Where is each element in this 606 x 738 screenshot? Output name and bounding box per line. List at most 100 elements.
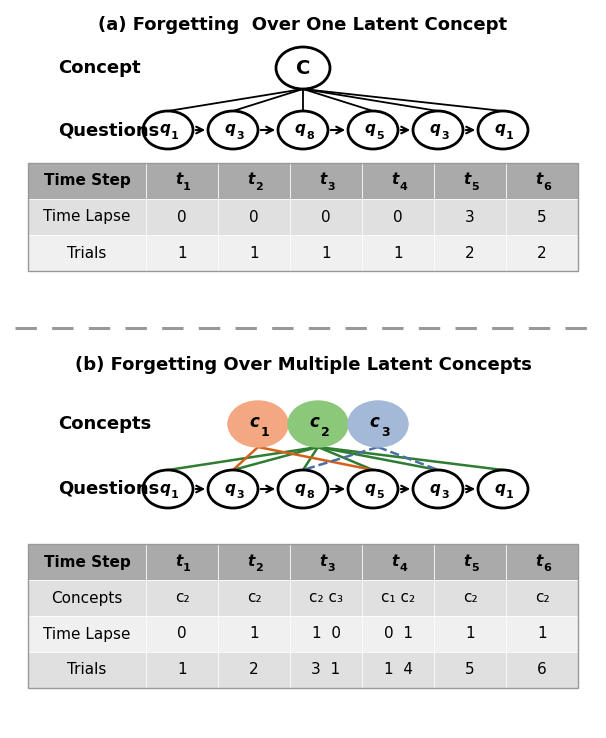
Ellipse shape: [413, 111, 463, 149]
Text: Concept: Concept: [58, 59, 141, 77]
Text: 1: 1: [183, 182, 191, 192]
Text: 1: 1: [171, 131, 179, 141]
Bar: [218, 235, 290, 271]
Text: c₂: c₂: [175, 590, 189, 605]
Bar: [362, 163, 434, 199]
Bar: [290, 199, 362, 235]
Text: t: t: [247, 173, 255, 187]
Text: Questions: Questions: [58, 480, 159, 498]
Bar: [434, 199, 506, 235]
Bar: [290, 616, 362, 652]
Text: 3: 3: [327, 563, 335, 573]
Text: 1: 1: [537, 627, 547, 641]
Bar: [506, 580, 578, 616]
Text: t: t: [464, 173, 471, 187]
Bar: [146, 580, 218, 616]
Bar: [434, 580, 506, 616]
Bar: [434, 652, 506, 688]
Text: t: t: [319, 173, 327, 187]
Bar: [506, 199, 578, 235]
Text: 3: 3: [465, 210, 475, 224]
Text: (b) Forgetting Over Multiple Latent Concepts: (b) Forgetting Over Multiple Latent Conc…: [75, 356, 531, 374]
Bar: [434, 163, 506, 199]
Bar: [218, 544, 290, 580]
Bar: [290, 544, 362, 580]
Text: 3: 3: [441, 131, 449, 141]
Text: 5: 5: [471, 563, 479, 573]
Text: 1: 1: [177, 246, 187, 261]
Text: Concepts: Concepts: [58, 415, 152, 433]
Text: 0: 0: [321, 210, 331, 224]
Ellipse shape: [208, 470, 258, 508]
Bar: [506, 163, 578, 199]
Text: 0: 0: [177, 210, 187, 224]
Text: c₂ c₃: c₂ c₃: [309, 590, 343, 605]
Bar: [290, 235, 362, 271]
Text: q: q: [494, 122, 505, 137]
Bar: [218, 652, 290, 688]
Bar: [146, 544, 218, 580]
Text: 2: 2: [537, 246, 547, 261]
Ellipse shape: [143, 111, 193, 149]
Text: 0  1: 0 1: [384, 627, 413, 641]
Text: Time Lapse: Time Lapse: [43, 627, 131, 641]
Text: 3: 3: [441, 490, 449, 500]
Ellipse shape: [143, 470, 193, 508]
Bar: [434, 235, 506, 271]
Bar: [362, 652, 434, 688]
Bar: [362, 616, 434, 652]
Text: t: t: [175, 173, 182, 187]
Bar: [28, 580, 146, 616]
Text: q: q: [225, 480, 236, 495]
Bar: [506, 235, 578, 271]
Text: c₂: c₂: [247, 590, 261, 605]
Text: 6: 6: [543, 563, 551, 573]
Text: 8: 8: [306, 131, 314, 141]
Bar: [290, 580, 362, 616]
Text: 3: 3: [327, 182, 335, 192]
Text: C: C: [296, 58, 310, 77]
Text: q: q: [365, 122, 376, 137]
Bar: [146, 235, 218, 271]
Ellipse shape: [208, 111, 258, 149]
Text: Time Lapse: Time Lapse: [43, 210, 131, 224]
Text: 5: 5: [537, 210, 547, 224]
Text: 5: 5: [376, 131, 384, 141]
Bar: [146, 163, 218, 199]
Text: t: t: [464, 554, 471, 568]
Text: t: t: [319, 554, 327, 568]
Bar: [290, 652, 362, 688]
Text: c₂: c₂: [463, 590, 478, 605]
Text: Trials: Trials: [67, 663, 107, 677]
Bar: [434, 616, 506, 652]
Ellipse shape: [478, 111, 528, 149]
Bar: [506, 616, 578, 652]
Text: 1: 1: [171, 490, 179, 500]
Ellipse shape: [278, 111, 328, 149]
Text: 0: 0: [177, 627, 187, 641]
Bar: [28, 163, 578, 271]
Text: 1  4: 1 4: [384, 663, 413, 677]
Text: 1: 1: [177, 663, 187, 677]
Text: 2: 2: [465, 246, 475, 261]
Text: Time Step: Time Step: [44, 554, 130, 570]
Bar: [28, 544, 578, 688]
Text: 4: 4: [399, 182, 407, 192]
Text: q: q: [430, 480, 441, 495]
Ellipse shape: [478, 470, 528, 508]
Ellipse shape: [348, 470, 398, 508]
Text: c: c: [309, 413, 319, 431]
Bar: [28, 235, 146, 271]
Text: 2: 2: [255, 563, 263, 573]
Text: q: q: [365, 480, 376, 495]
Text: q: q: [295, 122, 305, 137]
Bar: [218, 199, 290, 235]
Text: 1: 1: [249, 246, 259, 261]
Text: 3: 3: [236, 490, 244, 500]
Text: 0: 0: [393, 210, 403, 224]
Bar: [146, 616, 218, 652]
Text: 1: 1: [183, 563, 191, 573]
Bar: [146, 652, 218, 688]
Text: t: t: [175, 554, 182, 568]
Text: q: q: [159, 122, 170, 137]
